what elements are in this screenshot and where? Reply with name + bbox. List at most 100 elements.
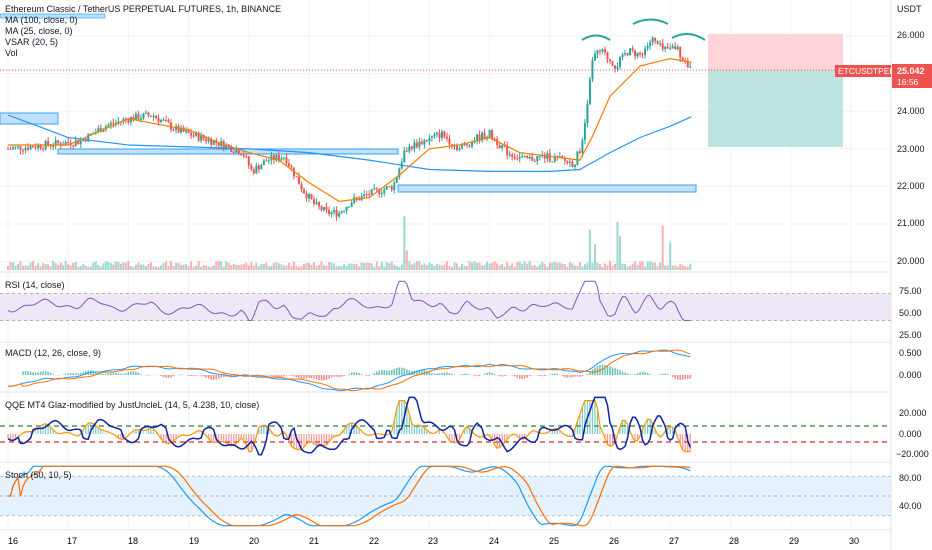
volume-bar — [119, 263, 122, 270]
candle-body — [7, 148, 9, 150]
candle-body — [629, 48, 632, 56]
volume-bar — [521, 263, 524, 270]
candle-body — [639, 52, 642, 55]
indicator-ma100[interactable]: MA (100, close, 0) — [5, 15, 78, 25]
candle-body — [440, 131, 443, 138]
candle-body — [84, 139, 87, 142]
candle-body — [139, 118, 142, 120]
candle-body — [468, 145, 471, 147]
volume-bar — [571, 263, 574, 270]
volume-bar — [220, 261, 223, 270]
candle-body — [232, 151, 235, 153]
candle-body — [385, 186, 388, 190]
volume-bar — [308, 263, 310, 270]
candle-body — [12, 147, 15, 150]
volume-bar — [400, 264, 403, 270]
candle-body — [551, 161, 554, 163]
volume-bar — [385, 262, 388, 270]
volume-bar — [468, 261, 471, 270]
candle-body — [287, 163, 290, 166]
time-label: 20 — [249, 536, 259, 546]
volume-bar — [641, 261, 644, 270]
symbol-title[interactable]: Ethereum Classic / TetherUS PERPETUAL FU… — [5, 4, 282, 14]
macd-title[interactable]: MACD (12, 26, close, 9) — [5, 348, 102, 358]
volume-bar — [566, 266, 569, 270]
candle-body — [315, 202, 318, 204]
volume-bar — [320, 261, 323, 270]
stoch-title[interactable]: Stoch (50, 10, 5) — [5, 470, 72, 480]
zone-rectangle — [57, 148, 399, 155]
volume-bar — [165, 261, 168, 270]
candle-body — [661, 43, 664, 50]
volume-bar — [305, 262, 308, 270]
volume-bar — [260, 264, 263, 270]
qqe-title[interactable]: QQE MT4 Glaz-modified by JustUncleL (14,… — [5, 400, 260, 410]
volume-bar — [57, 264, 60, 270]
candle-body — [157, 117, 160, 122]
indicator-vsar[interactable]: VSAR (20, 5) — [5, 37, 59, 47]
candle-body — [240, 154, 243, 156]
volume-bar — [626, 266, 629, 270]
candle-body — [34, 147, 37, 149]
volume-bar — [210, 266, 213, 270]
drawing-tools[interactable] — [0, 13, 891, 193]
indicator-vol[interactable]: Vol — [5, 48, 18, 58]
ma25-line — [8, 57, 692, 203]
candle-body — [328, 209, 331, 214]
qqe-trail-line — [7, 396, 692, 456]
volume-bar — [471, 262, 474, 270]
volume-bar — [438, 264, 441, 270]
volume-bar — [536, 266, 539, 270]
volume-bar — [14, 265, 17, 270]
volume-bar — [34, 265, 37, 270]
candle-body — [39, 144, 42, 149]
volume-bar — [137, 262, 140, 270]
macd-tick: 0.500 — [899, 348, 922, 358]
candle-body — [656, 40, 659, 44]
indicator-ma25[interactable]: MA (25, close, 0) — [5, 26, 73, 36]
candle-body — [42, 148, 45, 150]
volume-bar — [39, 266, 42, 270]
candle-body — [368, 194, 371, 196]
volume-bar — [142, 264, 145, 270]
volume-bar — [69, 265, 72, 270]
candle-body — [74, 140, 77, 146]
volume-bar — [292, 261, 295, 270]
volume-bar — [378, 266, 381, 270]
candle-body — [609, 59, 611, 62]
volume-bar — [17, 264, 20, 270]
volume-bar — [430, 263, 433, 270]
volume-bar — [415, 261, 418, 270]
volume-bar — [689, 263, 692, 270]
rsi-title[interactable]: RSI (14, close) — [5, 280, 65, 290]
volume-bar — [428, 262, 431, 270]
candle-body — [686, 60, 689, 68]
candle-body — [621, 54, 624, 58]
volume-bar — [187, 266, 190, 270]
volume-bar — [64, 261, 67, 270]
volume-bar — [154, 266, 157, 270]
volume-bar — [531, 265, 534, 270]
volume-bar — [661, 225, 664, 270]
volume-bar — [272, 262, 275, 270]
volume-bar — [558, 262, 561, 270]
candle-body — [443, 131, 446, 137]
candle-body — [180, 127, 183, 133]
candle-body — [112, 122, 115, 124]
volume-bar — [420, 264, 423, 270]
candle-body — [325, 207, 328, 210]
candle-body — [548, 153, 551, 162]
candle-body — [458, 148, 461, 151]
candle-body — [614, 65, 617, 69]
volume-bar — [72, 262, 75, 270]
candle-body — [252, 169, 255, 174]
candle-body — [679, 46, 682, 58]
candle-body — [405, 150, 408, 152]
time-label: 22 — [369, 536, 379, 546]
time-label: 17 — [67, 536, 77, 546]
volume-bar — [167, 265, 170, 270]
volume-bar — [29, 262, 32, 270]
candle-body — [488, 129, 491, 138]
candle-body — [24, 147, 27, 151]
